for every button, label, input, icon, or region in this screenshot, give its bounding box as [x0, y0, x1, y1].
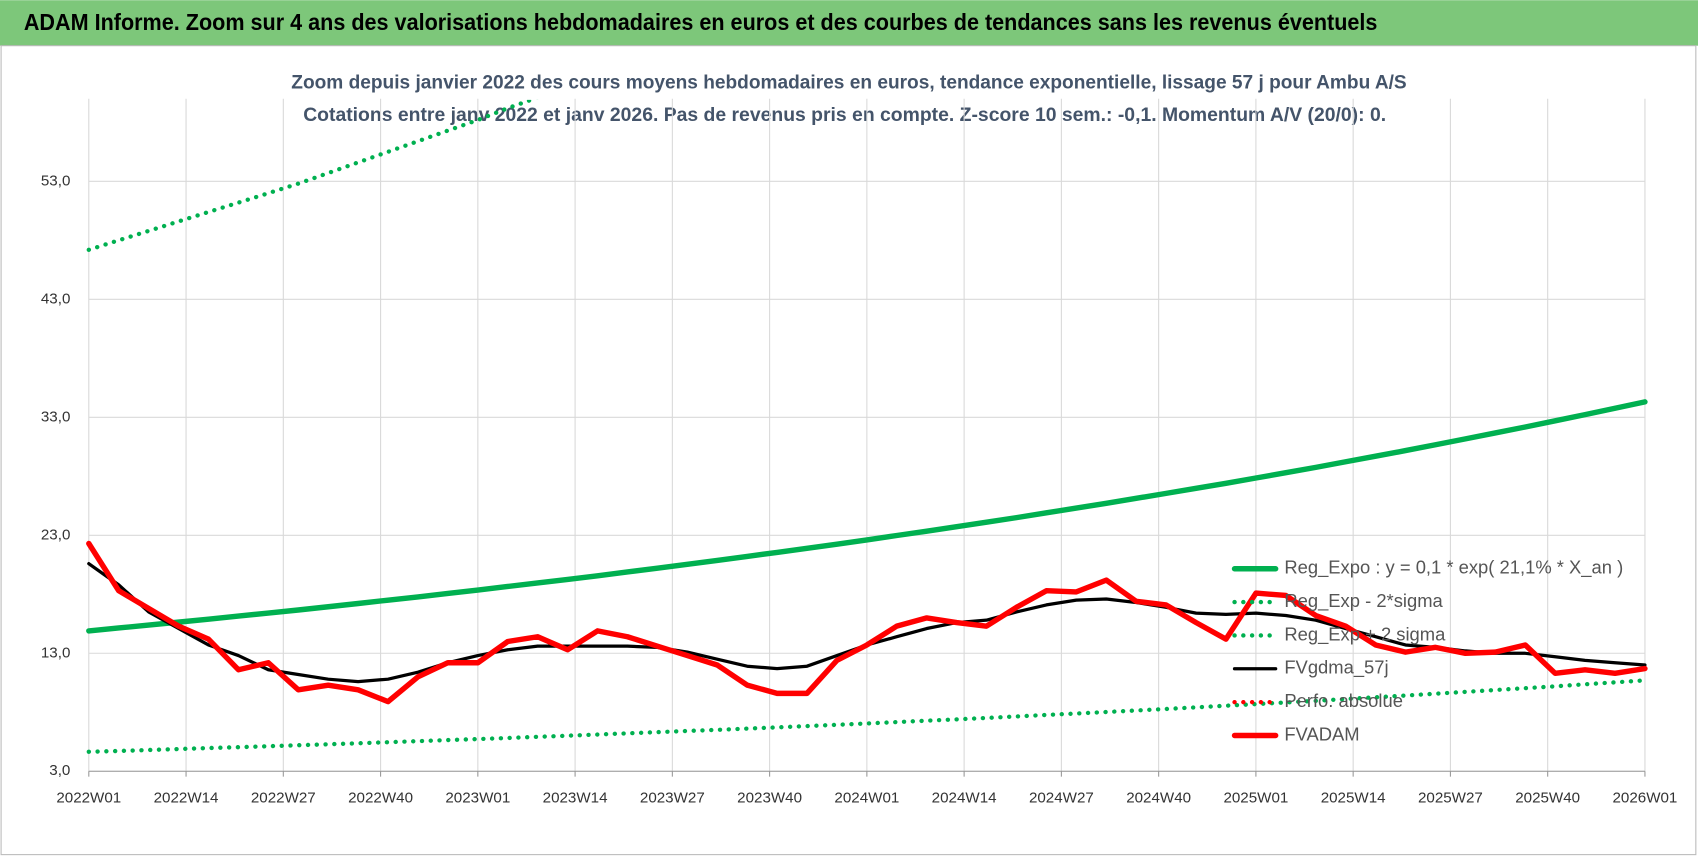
x-tick-label: 2023W27	[640, 789, 705, 806]
y-tick-label: 3,0	[49, 762, 70, 779]
series-line	[86, 399, 1648, 634]
series-line	[86, 540, 1648, 705]
y-tick-label: 53,0	[41, 172, 71, 189]
header-title: ADAM Informe. Zoom sur 4 ans des valoris…	[24, 9, 1378, 35]
series-line	[86, 99, 538, 252]
x-tick-label: 2024W01	[834, 789, 899, 806]
series-line	[86, 678, 1648, 754]
x-tick-label: 2024W14	[932, 789, 997, 806]
x-tick-label: 2022W40	[348, 789, 413, 806]
x-tick-label: 2025W01	[1223, 789, 1288, 806]
x-tick-label: 2022W01	[56, 789, 121, 806]
x-tick-label: 2022W27	[251, 789, 316, 806]
x-tick-label: 2026W01	[1612, 789, 1677, 806]
x-tick-label: 2022W14	[154, 789, 219, 806]
header-bar	[0, 0, 1698, 46]
chart-subtitle: Cotations entre janv 2022 et janv 2026. …	[303, 104, 1386, 126]
frame	[0, 45, 1697, 856]
chart-title: Zoom depuis janvier 2022 des cours moyen…	[291, 72, 1406, 94]
legend-label: Reg_Exp - 2*sigma	[1284, 590, 1443, 612]
x-tick-label: 2025W27	[1418, 789, 1483, 806]
plot	[86, 99, 1648, 754]
y-tick-label: 13,0	[41, 644, 71, 661]
x-tick-label: 2023W01	[445, 789, 510, 806]
legend-label: Reg_Exp + 2 sigma	[1284, 623, 1446, 645]
x-tick-label: 2023W40	[737, 789, 802, 806]
legend: Reg_Expo : y = 0,1 * exp( 21,1% * X_an )…	[1231, 557, 1623, 744]
x-tick-label: 2025W14	[1321, 789, 1386, 806]
legend-label: Perfo. absolue	[1284, 690, 1403, 711]
x-tick-label: 2024W27	[1029, 789, 1094, 806]
y-tick-label: 23,0	[41, 526, 71, 543]
legend-label: Reg_Expo : y = 0,1 * exp( 21,1% * X_an )	[1284, 557, 1623, 579]
x-tick-label: 2024W40	[1126, 789, 1191, 806]
x-tick-label: 2025W40	[1515, 789, 1580, 806]
legend-label: FVADAM	[1284, 723, 1359, 744]
y-tick-label: 33,0	[41, 408, 71, 425]
axes: 3,0 13,0 23,0 33,0 43,0 53,0 2022W01 2022W14 202…	[41, 172, 1677, 806]
legend-label: FVgdma_57j	[1284, 657, 1388, 679]
y-tick-label: 43,0	[41, 290, 71, 307]
x-tick-label: 2023W14	[543, 789, 608, 806]
